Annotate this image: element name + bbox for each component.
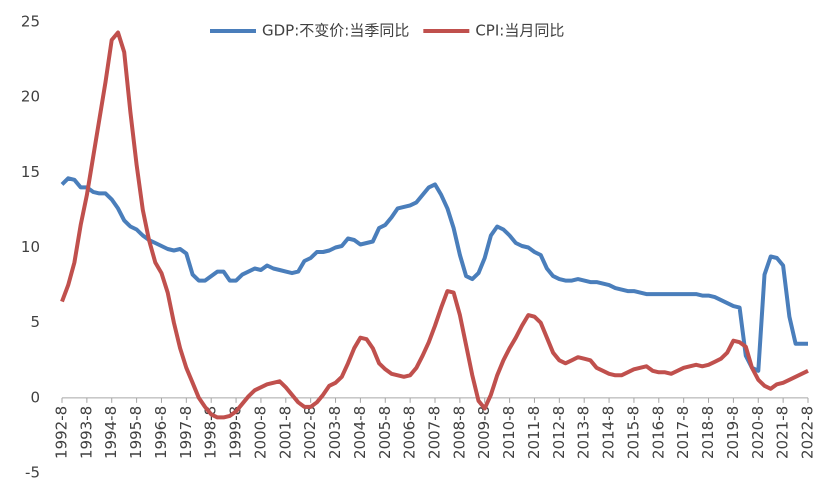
x-tick-label: 2004-8 [351, 406, 369, 459]
x-tick-label: 1996-8 [152, 406, 170, 459]
legend-label: CPI:当月同比 [475, 22, 564, 40]
x-tick-label: 2013-8 [575, 406, 593, 459]
x-tick-label: 1998-8 [202, 406, 220, 459]
x-tick-label: 2002-8 [301, 406, 319, 459]
y-tick-label: -5 [25, 464, 40, 482]
y-tick-label: 0 [30, 388, 40, 406]
x-tick-label: 2011-8 [525, 406, 543, 459]
x-tick-label: 2018-8 [699, 406, 717, 459]
y-tick-label: 20 [21, 88, 40, 106]
legend: GDP:不变价:当季同比 CPI:当月同比 [210, 22, 564, 40]
x-tick-label: 2009-8 [475, 406, 493, 459]
x-tick-label: 1994-8 [102, 406, 120, 459]
x-tick-label: 2020-8 [749, 406, 767, 459]
x-tick-label: 2015-8 [624, 406, 642, 459]
x-tick-label: 2017-8 [674, 406, 692, 459]
x-tick-label: 2007-8 [426, 406, 444, 459]
x-tick-label: 2016-8 [649, 406, 667, 459]
y-tick-label: 10 [21, 238, 40, 256]
x-tick-label: 1995-8 [127, 406, 145, 459]
x-tick-label: 1992-8 [53, 406, 71, 459]
x-tick-label: 1993-8 [77, 406, 95, 459]
series-line [60, 176, 808, 373]
x-tick-label: 1999-8 [227, 406, 245, 459]
x-tick-label: 2008-8 [450, 406, 468, 459]
x-tick-label: 2021-8 [774, 406, 792, 459]
x-tick-label: 1997-8 [177, 406, 195, 459]
legend-label: GDP:不变价:当季同比 [262, 22, 409, 40]
x-tick-label: 2012-8 [550, 406, 568, 459]
x-tick-label: 2014-8 [600, 406, 618, 459]
x-tick-label: 2001-8 [276, 406, 294, 459]
series-line [60, 30, 809, 420]
x-tick-label: 2010-8 [500, 406, 518, 459]
y-tick-label: 5 [30, 313, 40, 331]
x-tick-label: 2005-8 [376, 406, 394, 459]
x-tick-label: 2022-8 [799, 406, 817, 459]
x-tick-label: 2006-8 [401, 406, 419, 459]
x-tick-label: 2000-8 [251, 406, 269, 459]
x-tick-label: 2003-8 [326, 406, 344, 459]
y-tick-label: 25 [21, 13, 40, 31]
x-tick-label: 2019-8 [724, 406, 742, 459]
y-tick-label: 15 [21, 163, 40, 181]
